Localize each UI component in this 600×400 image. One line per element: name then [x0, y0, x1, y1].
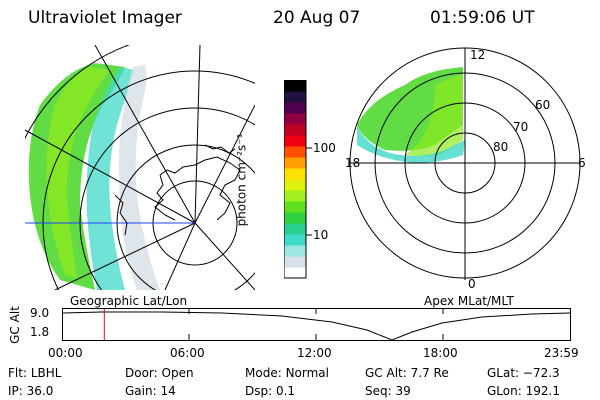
- info-filter: Flt: LBHL: [8, 366, 62, 380]
- timeline-ticks: [188, 308, 444, 341]
- lat-label-70: 70: [513, 120, 528, 134]
- colorbar-stripe: [284, 168, 306, 180]
- info-glon: GLon: 192.1: [487, 384, 560, 398]
- info-glat: GLat: −72.3: [487, 366, 560, 380]
- timeline-xtick-4: 23:59: [544, 346, 579, 360]
- colorbar-label-wrap: photon cm⁻²s⁻¹: [234, 85, 283, 280]
- app-title: Ultraviolet Imager: [28, 8, 182, 28]
- colorbar-stripe: [284, 135, 306, 147]
- geo-coastline-west: [114, 194, 128, 236]
- colorbar-tick-label-10: 10: [313, 228, 329, 242]
- colorbar-stripe: [284, 91, 306, 103]
- timeline-ytick-top: 9.0: [30, 306, 50, 320]
- colorbar-unit-label: photon cm⁻²s⁻¹: [234, 133, 249, 227]
- colorbar-stripe: [284, 102, 306, 114]
- header-date: 20 Aug 07: [273, 8, 361, 28]
- aurora-faint-fringe: [119, 65, 160, 290]
- mlt-label-0: 0: [468, 277, 476, 290]
- colorbar-tick-label-100: 100: [313, 141, 336, 155]
- geo-coastline: [154, 156, 241, 221]
- info-door: Door: Open: [125, 366, 194, 380]
- timeline-plot: [62, 308, 571, 341]
- aurora-band-core: [46, 67, 110, 277]
- colorbar-stripe: [284, 212, 306, 224]
- timeline-xtick-0: 00:00: [48, 346, 83, 360]
- info-dsp: Dsp: 0.1: [245, 384, 296, 398]
- timeline-xtick-3: 18:00: [423, 346, 458, 360]
- colorbar-stripe: [284, 146, 306, 158]
- apex-panel-label: Apex MLat/MLT: [424, 294, 514, 308]
- apex-image-panel: 12 18 6 0 60 70 80: [345, 47, 586, 290]
- colorbar-stripes: [284, 80, 306, 279]
- colorbar-stripe: [284, 223, 306, 235]
- info-gc-alt: GC Alt: 7.7 Re: [365, 366, 449, 380]
- apex-aurora-core: [405, 75, 463, 156]
- timeline-xtick-2: 12:00: [297, 346, 332, 360]
- geo-coastline-north: [204, 144, 236, 154]
- geo-meridians: [25, 45, 255, 290]
- colorbar-stripe: [284, 256, 306, 268]
- info-mode: Mode: Normal: [245, 366, 329, 380]
- apex-mlt-lines: [350, 48, 580, 280]
- colorbar-stripe: [284, 80, 306, 92]
- info-ip: IP: 36.0: [8, 384, 54, 398]
- mlt-label-6: 6: [578, 156, 586, 170]
- colorbar-frame: [284, 80, 307, 279]
- timeline-ytick-bottom: 1.8: [30, 325, 50, 339]
- geographic-image-panel: [25, 45, 255, 290]
- colorbar-stripe: [284, 245, 306, 257]
- colorbar-stripe: [284, 267, 306, 279]
- mlt-label-12: 12: [470, 48, 485, 62]
- colorbar-stripe: [284, 234, 306, 246]
- apex-aurora-edge: [357, 125, 465, 163]
- lat-label-80: 80: [493, 140, 508, 154]
- geographic-panel-label: Geographic Lat/Lon: [70, 294, 188, 308]
- lat-label-60: 60: [535, 98, 550, 112]
- colorbar: [284, 80, 312, 279]
- info-gain: Gain: 14: [125, 384, 176, 398]
- colorbar-stripe: [284, 157, 306, 169]
- timeline-xtick-1: 06:00: [170, 346, 205, 360]
- colorbar-stripe: [284, 201, 306, 213]
- mlt-label-18: 18: [345, 156, 360, 170]
- colorbar-stripe: [284, 124, 306, 136]
- timeline-altitude-curve: [62, 311, 571, 341]
- colorbar-stripe: [284, 190, 306, 202]
- colorbar-stripe: [284, 179, 306, 191]
- timeline-ylabel: GC Alt: [7, 306, 22, 344]
- info-seq: Seq: 39: [365, 384, 411, 398]
- header-time: 01:59:06 UT: [430, 8, 535, 28]
- colorbar-stripe: [284, 113, 306, 125]
- aurora-band-edge: [86, 67, 135, 290]
